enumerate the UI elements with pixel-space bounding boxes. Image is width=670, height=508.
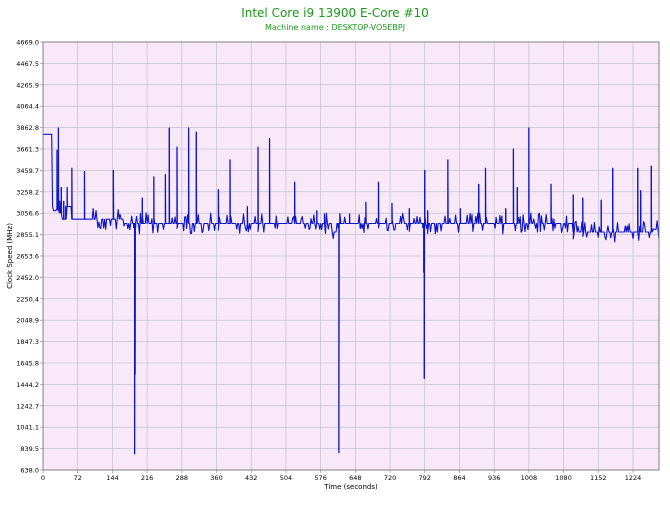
y-tick-label: 4669.0	[16, 39, 39, 47]
plot-frame	[42, 41, 660, 471]
y-tick-label: 2250.4	[16, 295, 39, 303]
y-tick-label: 2048.9	[16, 317, 39, 325]
x-tick-label: 1152	[590, 474, 607, 482]
y-tick-label: 1444.2	[16, 381, 39, 389]
y-tick-label: 3459.7	[16, 167, 39, 175]
y-tick-label: 3056.6	[16, 210, 39, 218]
y-tick-label: 1242.7	[16, 402, 39, 410]
x-tick-label: 72	[74, 474, 82, 482]
y-tick-label: 1645.8	[16, 359, 39, 367]
chart-title: Intel Core i9 13900 E-Core #10	[241, 6, 429, 20]
x-tick-label: 936	[488, 474, 500, 482]
chart-subtitle: Machine name : DESKTOP-VO5EBPJ	[265, 23, 405, 32]
x-tick-label: 432	[245, 474, 257, 482]
y-tick-label: 839.5	[20, 445, 39, 453]
series-layer	[43, 127, 660, 455]
y-tick-label: 1041.1	[16, 424, 39, 432]
y-axis-ticks: 4669.0 4467.5 4265.9 4064.4 3862.8 3661.3 3459…	[16, 39, 43, 475]
x-axis-ticks: 0 72 144 216 288 360 432 504 576 648 720 792 864 936 1…	[41, 470, 641, 482]
y-tick-label: 2653.6	[16, 252, 39, 260]
x-tick-label: 216	[141, 474, 153, 482]
x-tick-label: 648	[349, 474, 361, 482]
x-tick-label: 864	[453, 474, 465, 482]
y-tick-label: 4467.5	[16, 60, 39, 68]
y-tick-label: 1847.3	[16, 338, 39, 346]
x-axis-label: Time (seconds)	[323, 483, 378, 491]
y-tick-label: 3862.8	[16, 124, 39, 132]
x-tick-label: 1080	[555, 474, 572, 482]
y-tick-label: 3258.2	[16, 188, 39, 196]
y-axis-label: Clock Speed (MHz)	[6, 223, 14, 289]
x-tick-label: 576	[314, 474, 326, 482]
y-tick-label: 2452.0	[16, 274, 39, 282]
x-tick-label: 144	[106, 474, 118, 482]
x-tick-label: 288	[176, 474, 188, 482]
y-tick-label: 4064.4	[16, 103, 39, 111]
x-tick-label: 792	[419, 474, 431, 482]
y-tick-label: 2855.1	[16, 231, 39, 239]
y-tick-label: 638.0	[20, 467, 39, 475]
x-tick-label: 720	[384, 474, 396, 482]
x-tick-label: 1008	[521, 474, 538, 482]
y-tick-label: 3661.3	[16, 145, 39, 153]
x-tick-label: 360	[210, 474, 222, 482]
x-tick-label: 1224	[625, 474, 642, 482]
x-tick-label: 504	[280, 474, 292, 482]
y-tick-label: 4265.9	[16, 81, 39, 89]
x-tick-label: 0	[41, 474, 45, 482]
